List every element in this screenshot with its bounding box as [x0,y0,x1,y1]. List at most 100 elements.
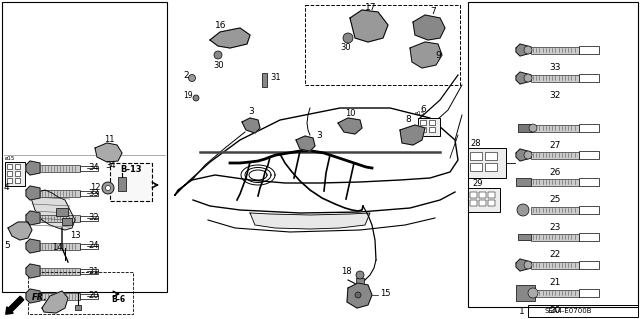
Polygon shape [410,42,442,68]
Bar [15,164,20,169]
Bar [579,178,599,186]
Polygon shape [516,149,531,161]
Bar [531,262,579,269]
Bar [40,243,80,250]
Text: FR.: FR. [32,293,47,301]
Text: 26: 26 [549,168,561,177]
Bar [579,46,599,54]
Bar [80,166,98,171]
Bar [531,207,579,214]
Circle shape [529,124,537,132]
Bar [531,75,579,82]
Bar [468,2,638,307]
Polygon shape [210,28,250,48]
Text: 25: 25 [549,195,561,204]
Bar [420,120,426,125]
Polygon shape [26,264,40,278]
Polygon shape [26,161,40,175]
Text: 3: 3 [248,108,253,116]
Bar [418,118,440,136]
Bar [468,148,506,178]
Circle shape [214,51,222,59]
Bar [118,177,126,191]
Polygon shape [30,190,75,230]
Bar [7,171,12,176]
Polygon shape [26,239,40,253]
Text: 21: 21 [549,278,561,287]
Polygon shape [42,291,68,313]
Text: 13: 13 [70,231,81,240]
Text: 24: 24 [88,241,99,250]
Text: 12: 12 [90,182,100,191]
Text: 8: 8 [405,115,411,124]
Text: 11: 11 [104,136,115,145]
Text: 30: 30 [213,61,223,70]
Text: 33: 33 [549,63,561,72]
Text: 16: 16 [215,20,227,29]
Circle shape [524,46,532,54]
Bar [518,234,531,240]
Bar [40,215,80,222]
Text: ø15: ø15 [5,155,15,160]
Bar [479,200,486,206]
Bar [80,216,98,221]
Polygon shape [350,10,388,42]
Bar [28,272,133,314]
Bar [7,164,12,169]
Text: 9: 9 [435,50,441,60]
Text: 32: 32 [88,213,99,222]
Bar [531,234,579,241]
Polygon shape [296,136,315,151]
Text: 34: 34 [88,164,99,173]
Bar [579,233,599,241]
Bar [429,127,435,132]
Polygon shape [242,118,260,133]
Text: 4: 4 [4,183,10,192]
Bar [531,125,579,132]
Text: 7: 7 [430,8,436,17]
Polygon shape [516,259,531,271]
Bar [40,190,80,197]
Text: 22: 22 [549,250,561,259]
Text: 21: 21 [88,266,99,276]
Bar [528,305,638,317]
Bar [479,192,486,198]
Text: 30: 30 [340,43,351,53]
Circle shape [193,95,199,101]
Bar [62,218,72,225]
Text: 23: 23 [549,223,561,232]
Text: 3: 3 [316,131,322,140]
Text: SEA4-E0700B: SEA4-E0700B [544,308,592,314]
Circle shape [524,74,532,82]
Bar [470,192,477,198]
Bar [485,163,497,171]
Text: 18: 18 [341,268,352,277]
Bar [15,171,20,176]
Circle shape [102,182,114,194]
Bar [2,2,167,292]
Text: 34: 34 [105,160,116,169]
Bar [80,191,98,196]
Text: 33: 33 [88,189,99,197]
Polygon shape [347,283,372,308]
Bar [516,178,531,186]
Bar [420,127,426,132]
Text: 27: 27 [549,141,561,150]
Bar [429,120,435,125]
Polygon shape [413,15,445,40]
Bar [470,200,477,206]
Circle shape [356,271,364,279]
Polygon shape [26,211,40,225]
Circle shape [106,186,111,190]
Bar [579,151,599,159]
Bar [468,188,500,212]
Bar [75,305,81,310]
Bar [485,152,497,160]
Bar [488,200,495,206]
Bar [356,278,364,288]
Bar [80,294,98,299]
Text: 10: 10 [345,108,355,117]
Bar [518,124,533,132]
Text: 14: 14 [52,243,63,253]
Polygon shape [95,143,122,162]
